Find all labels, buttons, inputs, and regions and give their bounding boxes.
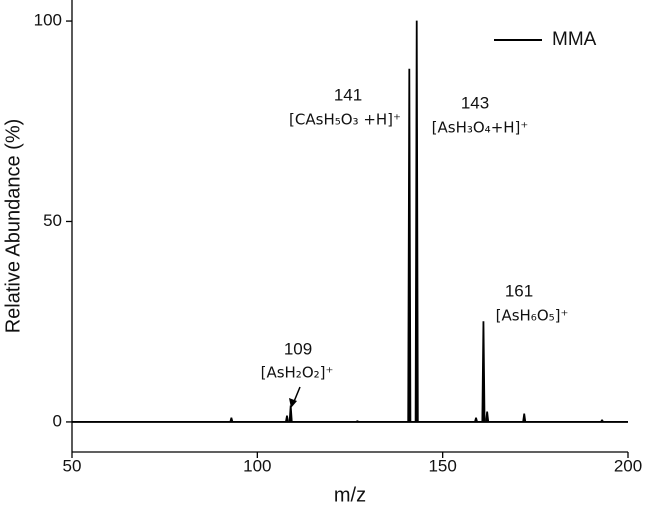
peak: [481, 321, 486, 423]
annotation-formula: [AsH₃O₄+H]⁺: [432, 119, 529, 137]
peak: [485, 411, 490, 423]
annotation-formula: [AsH₂O₂]⁺: [261, 364, 334, 382]
peak: [229, 417, 234, 423]
y-axis-title: Relative Abundance (%): [2, 119, 24, 334]
peak: [407, 68, 412, 423]
peak: [473, 417, 479, 423]
x-tick-label: 200: [614, 456, 642, 475]
annotation-label: 161: [505, 281, 533, 300]
y-tick-label: 0: [53, 411, 62, 430]
annotation-label: 143: [461, 93, 489, 112]
legend-label: MMA: [552, 29, 597, 50]
peak: [522, 413, 527, 423]
x-axis-title: m/z: [334, 484, 366, 506]
y-tick-label: 50: [43, 211, 62, 230]
x-tick-label: 50: [63, 456, 82, 475]
y-tick-label: 100: [34, 11, 62, 30]
annotation-formula: [CAsH₅O₃ +H]⁺: [289, 111, 401, 129]
annotation-label: 109: [284, 339, 312, 358]
peak: [354, 420, 360, 423]
annotation-formula: [AsH₆O₅]⁺: [496, 307, 569, 325]
annotation-label: 141: [334, 85, 362, 104]
peak: [284, 415, 290, 423]
peak: [414, 20, 419, 423]
x-tick-label: 150: [428, 456, 456, 475]
peak: [599, 419, 605, 423]
peak: [288, 405, 293, 423]
x-tick-label: 100: [243, 456, 271, 475]
